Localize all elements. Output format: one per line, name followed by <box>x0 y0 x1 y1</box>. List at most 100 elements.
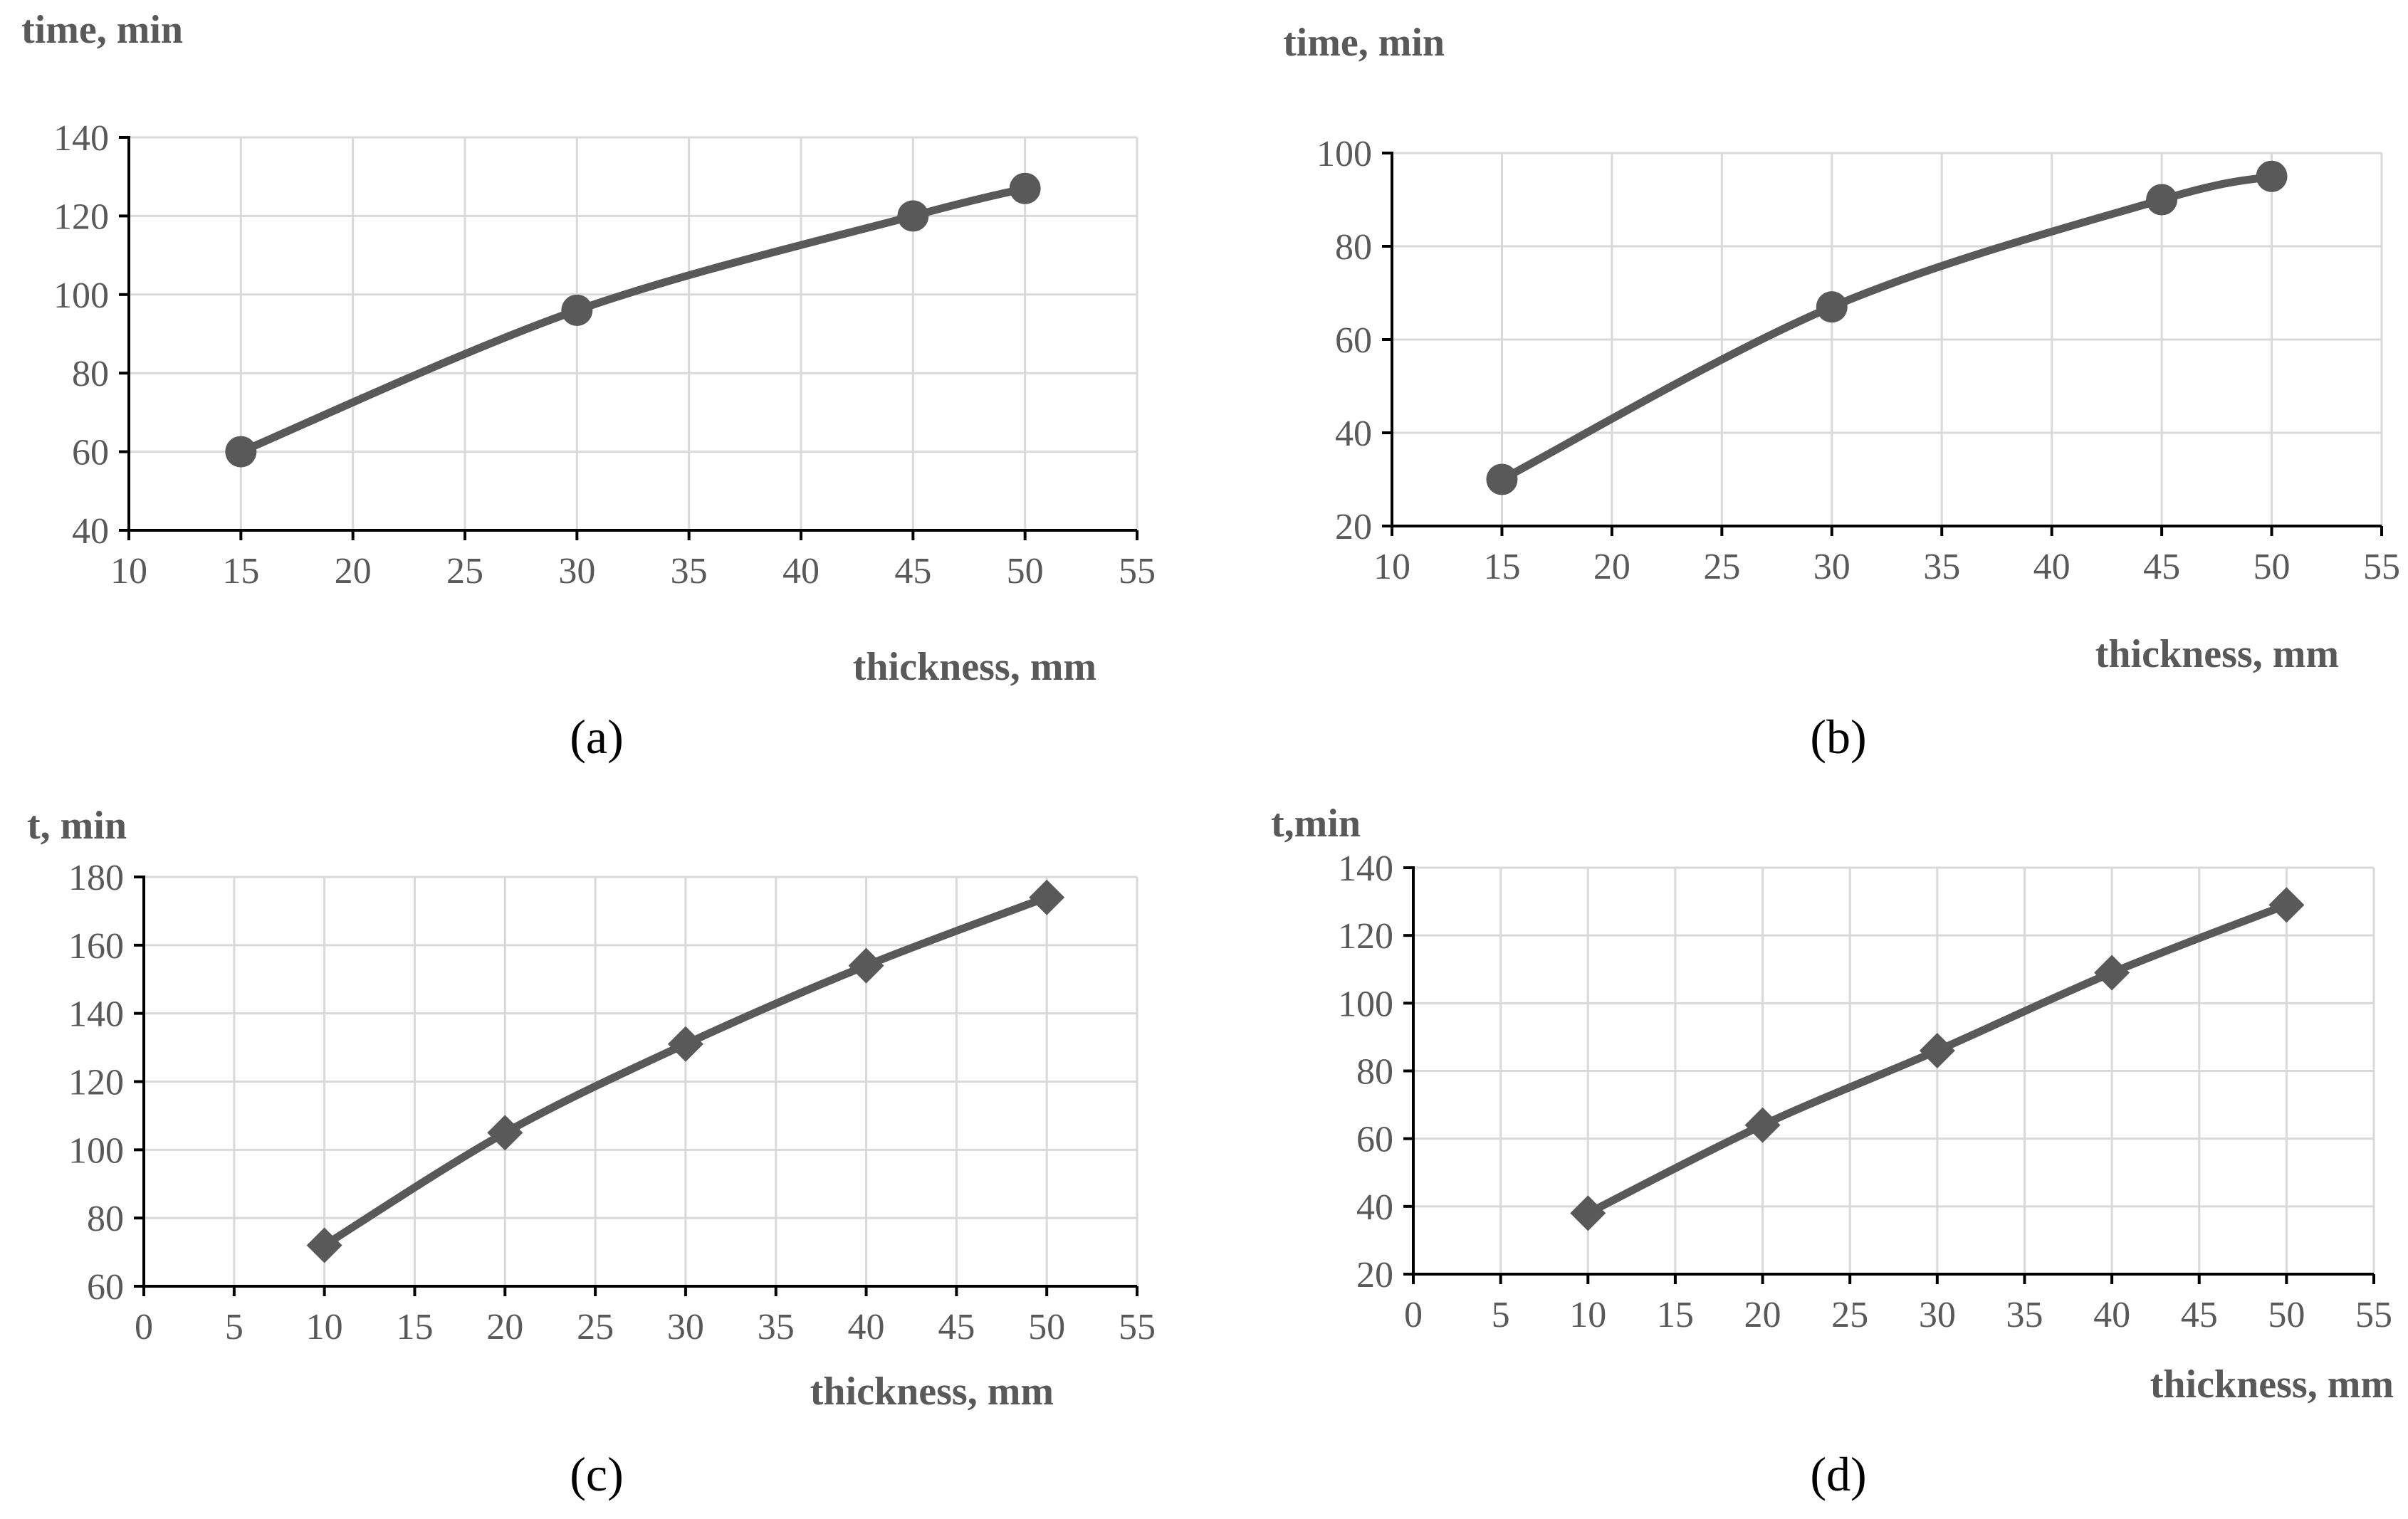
x-tick-label: 5 <box>1492 1295 1510 1335</box>
x-tick-label: 30 <box>667 1307 704 1347</box>
y-tick-label: 60 <box>87 1267 124 1308</box>
x-tick-label: 50 <box>2268 1295 2305 1335</box>
panel-label: (a) <box>570 710 623 764</box>
chart-panel-4: 0 5 10 15 20 25 30 35 40 45 50 5520406080100120140t… <box>1271 801 2394 1501</box>
data-point-10 <box>1570 1195 1606 1231</box>
x-tick-label: 45 <box>894 551 931 592</box>
x-tick-label: 25 <box>446 551 483 592</box>
y-tick-label: 20 <box>1356 1255 1393 1295</box>
chart-panel-1: 10 15 20 25 30 35 40 45 50 55 40 60 80 100 120 140 time,… <box>21 8 1156 764</box>
x-tick-label: 55 <box>2355 1295 2392 1335</box>
panel-label: (c) <box>570 1447 623 1501</box>
y-tick-label: 40 <box>72 511 109 552</box>
x-tick-label: 55 <box>1119 551 1156 592</box>
y-tick-label: 60 <box>72 433 109 473</box>
x-tick-label: 30 <box>558 551 595 592</box>
x-tick-label: 45 <box>2181 1295 2218 1335</box>
y-tick-label: 120 <box>53 196 109 237</box>
x-tick-label: 10 <box>110 551 147 592</box>
x-tick-label: 55 <box>2363 547 2400 587</box>
data-point-40 <box>2094 955 2130 991</box>
data-point-50 <box>2268 887 2305 923</box>
x-tick-label: 30 <box>1813 547 1851 587</box>
x-tick-label: 35 <box>758 1307 795 1347</box>
x-tick-label: 30 <box>1919 1295 1956 1335</box>
data-point-30 <box>1816 291 1848 323</box>
y-tick-label: 140 <box>1338 848 1393 889</box>
y-axis-title: t, min <box>27 804 127 848</box>
x-axis-title: thickness, mm <box>810 1370 1054 1414</box>
data-point-10 <box>306 1227 342 1263</box>
y-tick-label: 120 <box>1338 916 1393 957</box>
x-tick-label: 45 <box>938 1307 975 1347</box>
x-tick-label: 35 <box>671 551 708 592</box>
data-point-15 <box>225 436 257 468</box>
y-tick-label: 60 <box>1335 320 1372 361</box>
y-tick-label: 100 <box>1338 984 1393 1024</box>
x-tick-label: 20 <box>1593 547 1630 587</box>
x-tick-label: 10 <box>1373 547 1410 587</box>
y-tick-label: 80 <box>87 1199 124 1239</box>
y-tick-label: 100 <box>53 275 109 316</box>
panel-label: (d) <box>1810 1447 1866 1501</box>
data-point-30 <box>1919 1032 1955 1068</box>
data-point-50 <box>1029 879 1065 915</box>
x-tick-label: 15 <box>1657 1295 1694 1335</box>
y-tick-label: 80 <box>72 354 109 394</box>
x-tick-label: 50 <box>2253 547 2291 587</box>
y-tick-label: 140 <box>53 118 109 159</box>
x-tick-label: 25 <box>1703 547 1740 587</box>
data-point-45 <box>2146 184 2178 216</box>
y-tick-label: 180 <box>68 858 124 898</box>
y-tick-label: 160 <box>68 926 124 967</box>
x-tick-label: 40 <box>848 1307 885 1347</box>
data-point-30 <box>667 1026 703 1062</box>
y-tick-label: 20 <box>1335 507 1372 547</box>
y-axis-title: t,min <box>1271 801 1361 846</box>
series-line <box>236 184 1030 456</box>
x-tick-label: 35 <box>2006 1295 2043 1335</box>
y-axis-title: time, min <box>1283 21 1445 65</box>
data-point-45 <box>897 200 929 232</box>
chart-panel-3: 0 5 10 15 20 25 30 35 40 45 50 55 60 80 100 120 140 160 18… <box>27 804 1156 1501</box>
x-tick-label: 25 <box>577 1307 614 1347</box>
x-tick-label: 5 <box>225 1307 244 1347</box>
y-tick-label: 40 <box>1356 1187 1393 1228</box>
x-tick-label: 10 <box>1569 1295 1606 1335</box>
panel-label: (b) <box>1810 710 1866 764</box>
x-tick-label: 15 <box>396 1307 433 1347</box>
series-line <box>1497 172 2276 483</box>
x-tick-label: 15 <box>222 551 259 592</box>
x-tick-label: 50 <box>1007 551 1044 592</box>
y-axis-title: time, min <box>21 8 183 52</box>
x-tick-label: 20 <box>486 1307 523 1347</box>
y-tick-label: 60 <box>1356 1120 1393 1160</box>
x-tick-label: 0 <box>135 1307 153 1347</box>
data-point-50 <box>1009 172 1041 204</box>
x-tick-label: 10 <box>306 1307 343 1347</box>
x-tick-label: 50 <box>1028 1307 1065 1347</box>
data-point-15 <box>1486 463 1518 495</box>
x-tick-label: 35 <box>1923 547 1960 587</box>
chart-panel-2: 10 15 20 25 30 35 40 45 50 55 20 40 60 80 100 time, min… <box>1283 21 2400 764</box>
x-tick-label: 15 <box>1483 547 1520 587</box>
data-point-20 <box>487 1115 523 1151</box>
x-tick-label: 20 <box>1744 1295 1781 1335</box>
x-tick-label: 55 <box>1119 1307 1156 1347</box>
y-tick-label: 100 <box>68 1130 124 1171</box>
x-tick-label: 40 <box>2033 547 2071 587</box>
y-tick-label: 100 <box>1316 134 1372 174</box>
y-tick-label: 40 <box>1335 414 1372 454</box>
y-tick-label: 120 <box>68 1063 124 1103</box>
x-tick-label: 40 <box>2093 1295 2130 1335</box>
y-tick-label: 80 <box>1335 227 1372 268</box>
data-point-50 <box>2256 160 2288 192</box>
x-tick-label: 45 <box>2143 547 2180 587</box>
y-tick-label: 80 <box>1356 1052 1393 1093</box>
x-axis-title: thickness, mm <box>853 645 1096 689</box>
data-point-40 <box>848 947 884 984</box>
x-tick-label: 0 <box>1404 1295 1423 1335</box>
x-tick-label: 20 <box>335 551 372 592</box>
x-axis-title: thickness, mm <box>2150 1362 2394 1407</box>
